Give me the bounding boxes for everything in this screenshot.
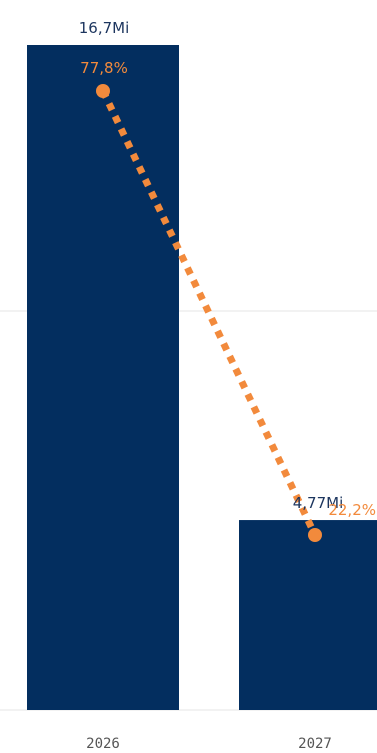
x-tick-2026: 2026 xyxy=(86,736,120,752)
x-tick-2027: 2027 xyxy=(298,736,332,752)
bar-2026 xyxy=(27,45,179,710)
data-labels: 16,7Mi 4,77Mi 77,8% 22,2% xyxy=(79,19,376,519)
percent-point-2026 xyxy=(96,84,110,98)
percent-line xyxy=(96,84,322,542)
percent-point-2027 xyxy=(308,528,322,542)
percent-label-2027: 22,2% xyxy=(328,501,376,519)
bar-value-label-2027: 4,77Mi xyxy=(293,494,344,512)
bar-2027 xyxy=(239,520,377,710)
percent-label-2026: 77,8% xyxy=(80,59,128,77)
x-axis-ticks: 2026 2027 xyxy=(86,736,332,752)
bar-value-label-2026: 16,7Mi xyxy=(79,19,130,37)
percent-line-segment xyxy=(99,89,319,537)
bars xyxy=(27,45,377,710)
